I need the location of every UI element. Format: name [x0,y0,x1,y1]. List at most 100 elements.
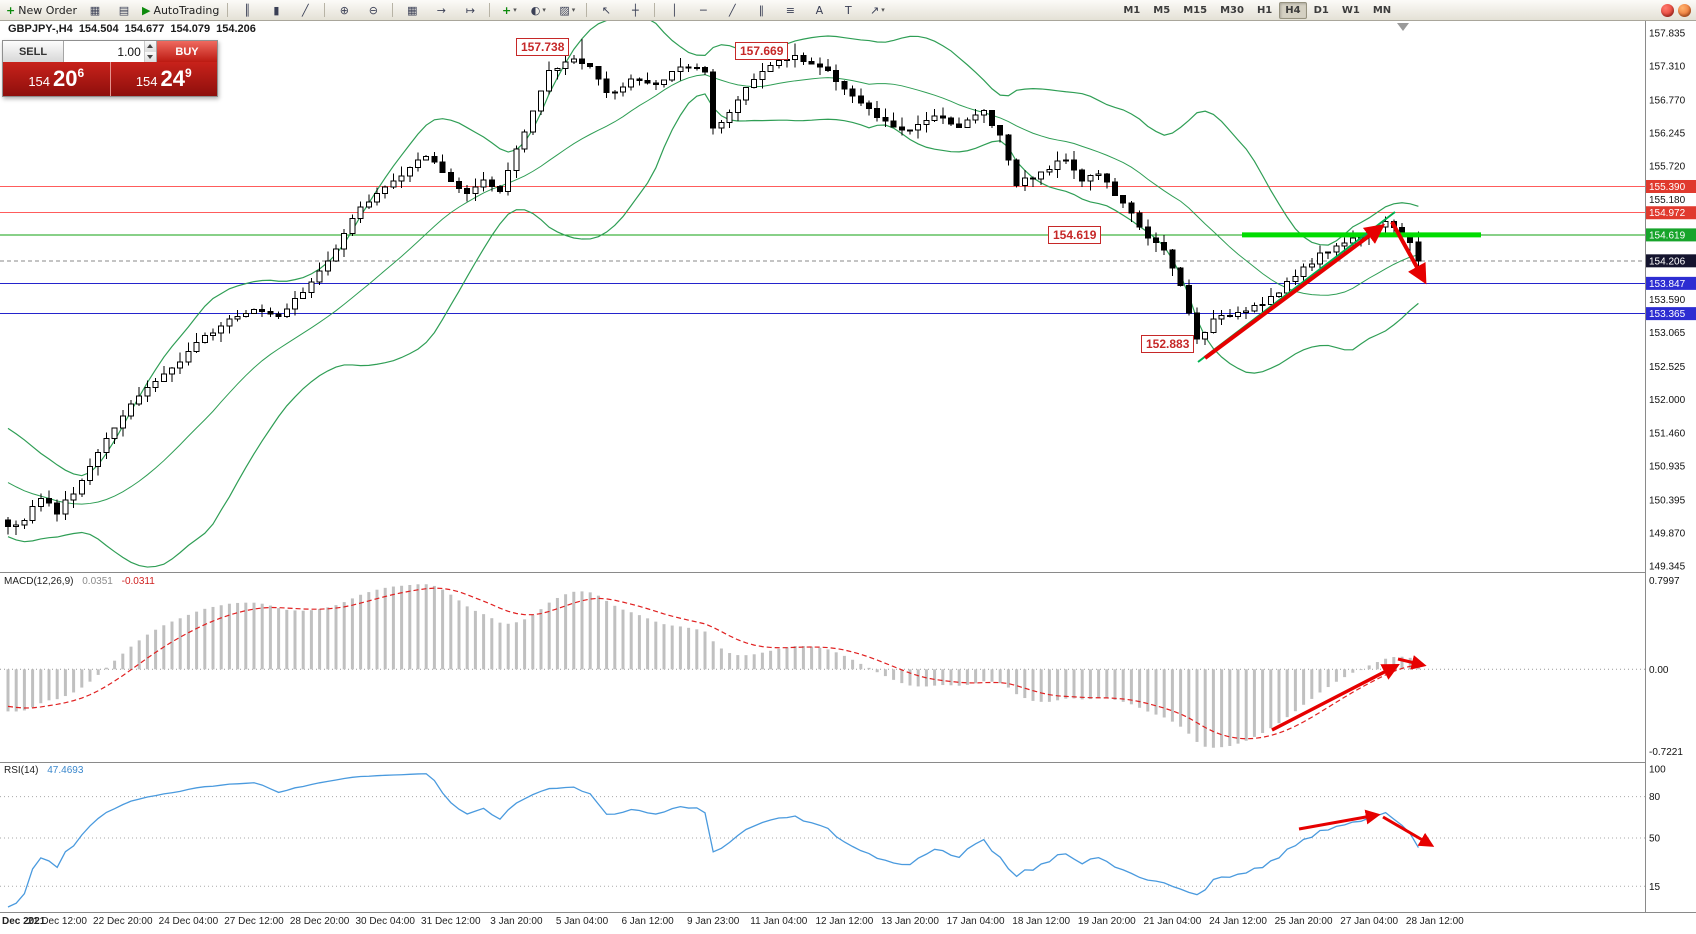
panel-separators [0,572,1696,913]
charts-window-icon: ▦ [89,3,101,17]
candle [989,110,995,128]
candle [283,303,290,318]
chart-shift-marker[interactable] [1397,23,1409,31]
cursor-icon[interactable]: ↖ [592,1,620,20]
bars-chart-type-icon[interactable]: ║ [233,1,261,20]
candles-chart-type-icon[interactable]: ▮ [262,1,290,20]
candle [210,328,216,341]
arrows-button[interactable]: ↗ ▾ [863,1,891,20]
indicators-button[interactable]: + ▾ [495,1,523,20]
price-scale-label: 152.000 [1649,395,1686,406]
timeframe-button-h1[interactable]: H1 [1256,4,1273,16]
time-axis-label: 21 Jan 04:00 [1143,916,1202,927]
timeframe-button-w1[interactable]: W1 [1341,4,1360,16]
time-axis-label: 12 Jan 12:00 [815,916,874,927]
zoom-in-icon: ⊕ [339,3,349,17]
candle [5,516,11,535]
sell-button[interactable]: SELL [3,41,64,62]
time-axis-label: 25 Jan 20:00 [1274,916,1333,927]
crosshair-icon[interactable]: ┼ [621,1,649,20]
periods-button-dropdown-icon[interactable]: ▾ [542,6,546,14]
chart-shift-icon[interactable]: ↦ [456,1,484,20]
time-axis[interactable]: Dec 2021 21 Dec 12:00 22 Dec 20:00 24 Dec 0… [0,913,1645,934]
alerts-icon[interactable] [1678,3,1691,17]
channel-icon[interactable]: ∥ [747,1,775,20]
text-icon[interactable]: A [805,1,833,20]
price-annotation-154.619[interactable]: 154.619 [1048,226,1102,244]
price-axis-labels: 157.835 157.310 156.770 156.245 155.720 155.1… [1649,29,1686,573]
fibonacci-icon[interactable]: ≡ [776,1,804,20]
candle [472,178,479,201]
timeframe-button-d1[interactable]: D1 [1313,4,1329,16]
candle [185,342,192,366]
auto-scroll-icon[interactable]: → [427,1,455,20]
candle [562,54,569,75]
community-icon[interactable] [1661,3,1674,17]
zoom-out-icon[interactable]: ⊖ [359,1,387,20]
sell-price-dec: 20 [53,66,78,91]
price-annotation-152.883[interactable]: 152.883 [1141,335,1195,353]
time-axis-label: 13 Jan 20:00 [881,916,939,927]
svg-text:50: 50 [1649,834,1661,845]
periods-button[interactable]: ◐ ▾ [524,1,552,20]
candle [964,117,971,128]
price-scale-label: 155.720 [1649,161,1686,172]
candle [866,100,872,116]
candle [1112,178,1118,196]
label-icon[interactable]: T [834,1,862,20]
macd-trend-arrow-small[interactable] [1397,655,1427,670]
macd-trend-arrow[interactable] [1271,663,1400,732]
timeframe-button-m15[interactable]: M15 [1183,4,1208,16]
volume-field-wrap [64,41,157,62]
indicators-button-dropdown-icon[interactable]: ▾ [513,6,517,14]
timeframe-button-m5[interactable]: M5 [1153,4,1171,16]
zoom-in-icon[interactable]: ⊕ [330,1,358,20]
toolbar-separator [654,3,656,17]
candle [948,116,954,127]
timeframe-button-m30[interactable]: M30 [1220,4,1244,16]
bollinger-middle-band [7,74,1419,505]
candle [398,166,405,188]
timeframe-button-mn[interactable]: MN [1372,4,1392,16]
trend-arrow-down[interactable] [1390,221,1427,285]
horizontal-line-icon[interactable]: ─ [689,1,717,20]
periods-button: ◐ [530,3,541,17]
candle [898,117,905,136]
rsi-trend-arrow-up[interactable] [1298,809,1381,831]
candle [333,244,339,263]
arrows-button-dropdown-icon[interactable]: ▾ [881,6,885,14]
price-axis[interactable] [1646,20,1696,912]
rsi-indicator-label: RSI(14) 47.4693 [4,765,83,776]
vertical-line-icon[interactable]: │ [660,1,688,20]
timeframe-button-h4[interactable]: H4 [1279,1,1307,19]
indicators-button: + [501,3,512,17]
autotrading-button[interactable]: ▶ AutoTrading [139,1,222,20]
volume-input[interactable] [64,41,144,62]
line-chart-type-icon[interactable]: ╱ [291,1,319,20]
buy-price-display[interactable]: 154 24 9 [110,62,217,96]
volume-increase-button[interactable] [144,41,156,52]
horizontal-level-lines[interactable] [0,185,1645,315]
sell-price-display[interactable]: 154 20 6 [3,62,111,96]
profiles-icon: ▤ [118,3,130,17]
templates-button-dropdown-icon[interactable]: ▾ [571,6,576,14]
templates-button[interactable]: ▨ ▾ [553,1,581,20]
trend-arrow-up[interactable] [1203,224,1386,360]
candle [1194,307,1200,344]
price-annotation-157.669[interactable]: 157.669 [735,42,789,60]
profiles-icon[interactable]: ▤ [110,1,138,20]
timeframe-button-m1[interactable]: M1 [1123,4,1141,16]
charts-window-icon[interactable]: ▦ [81,1,109,20]
price-annotation-157.738[interactable]: 157.738 [516,38,570,56]
new-order-button[interactable]: + New Order [3,1,80,20]
candle [1292,269,1299,285]
candle [1128,200,1135,222]
candle [1038,171,1045,186]
trendline-icon[interactable]: ╱ [718,1,746,20]
rsi-trend-arrow-down[interactable] [1382,815,1435,847]
volume-decrease-button[interactable] [144,51,156,62]
buy-button[interactable]: BUY [157,41,217,62]
tile-windows-icon[interactable]: ▦ [398,1,426,20]
candle [907,129,913,135]
